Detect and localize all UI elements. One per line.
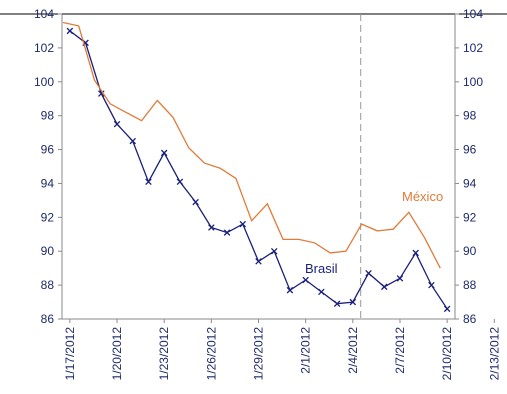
x-tick-label: 1/20/2012 xyxy=(110,327,124,381)
y-tick-label-left: 88 xyxy=(41,278,55,292)
y-tick-label-right: 86 xyxy=(463,312,477,326)
data-point-brasil xyxy=(113,120,121,128)
data-point-brasil xyxy=(286,286,294,294)
x-tick-label: 1/26/2012 xyxy=(204,327,218,381)
right-y-axis: 86 88 90 92 94 96 98 100 102 104 xyxy=(455,7,483,326)
data-point-brasil xyxy=(176,178,184,186)
y-tick-label-left: 100 xyxy=(34,75,54,89)
data-point-brasil xyxy=(255,258,262,265)
data-point-brasil xyxy=(396,275,404,282)
data-point-brasil xyxy=(192,198,199,206)
x-tick-label: 2/4/2012 xyxy=(346,327,360,374)
series-label-mexico: México xyxy=(402,189,443,204)
x-tick-label: 2/10/2012 xyxy=(440,327,454,381)
data-point-brasil xyxy=(160,149,168,157)
y-tick-label-right: 92 xyxy=(463,210,477,224)
data-point-brasil xyxy=(443,305,451,313)
data-point-brasil xyxy=(145,178,152,186)
data-point-brasil xyxy=(365,269,372,277)
y-tick-label-right: 88 xyxy=(463,278,477,292)
y-tick-label-left: 86 xyxy=(41,312,55,326)
y-tick-label-left: 90 xyxy=(41,244,55,258)
series-label-brasil: Brasil xyxy=(305,261,338,276)
y-tick-label-left: 96 xyxy=(41,143,55,157)
data-point-brasil xyxy=(349,298,357,306)
y-tick-label-left: 104 xyxy=(34,7,54,21)
plot-frame xyxy=(0,13,507,320)
y-tick-label-left: 102 xyxy=(34,41,54,55)
data-point-brasil xyxy=(129,137,136,145)
y-tick-label-right: 96 xyxy=(463,143,477,157)
data-point-brasil xyxy=(98,90,105,97)
series-line-mexico xyxy=(62,21,441,269)
x-tick-label: 2/13/2012 xyxy=(487,327,501,381)
data-point-brasil xyxy=(428,281,435,289)
series-line-brasil xyxy=(69,30,448,310)
data-point-brasil xyxy=(333,300,341,308)
x-axis: 1/17/2012 1/20/2012 1/23/2012 1/26/2012 1/29… xyxy=(63,319,501,381)
y-tick-label-right: 102 xyxy=(463,41,483,55)
data-point-brasil xyxy=(239,220,247,228)
x-tick-label: 1/29/2012 xyxy=(252,327,266,381)
y-tick-label-left: 98 xyxy=(41,109,55,123)
left-y-axis: 86 88 90 92 94 96 98 100 102 104 xyxy=(34,7,62,326)
data-point-brasil xyxy=(223,229,231,236)
data-point-brasil xyxy=(412,249,419,257)
x-tick-label: 1/23/2012 xyxy=(157,327,171,381)
y-tick-label-left: 94 xyxy=(41,176,55,190)
x-tick-label: 1/17/2012 xyxy=(63,327,77,381)
y-tick-label-right: 90 xyxy=(463,244,477,258)
y-tick-label-right: 98 xyxy=(463,109,477,123)
y-tick-label-right: 94 xyxy=(463,176,477,190)
data-point-brasil xyxy=(302,276,309,284)
y-tick-label-right: 104 xyxy=(463,7,483,21)
data-point-brasil xyxy=(270,247,278,255)
x-tick-label: 2/7/2012 xyxy=(393,327,407,374)
data-point-brasil xyxy=(381,283,388,291)
x-tick-label: 2/1/2012 xyxy=(299,327,313,374)
y-tick-label-left: 92 xyxy=(41,210,55,224)
y-tick-label-right: 100 xyxy=(463,75,483,89)
data-point-brasil xyxy=(208,224,215,231)
series-layer xyxy=(62,21,451,313)
data-point-brasil xyxy=(318,288,325,296)
data-point-brasil xyxy=(66,27,74,35)
